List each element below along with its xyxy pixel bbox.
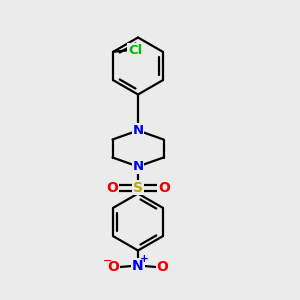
Text: +: + <box>140 254 149 264</box>
Text: N: N <box>132 124 144 137</box>
Text: Cl: Cl <box>128 44 142 57</box>
Text: N: N <box>132 259 144 272</box>
Text: N: N <box>132 160 144 173</box>
Text: S: S <box>133 181 143 194</box>
Text: O: O <box>107 260 119 274</box>
Text: O: O <box>106 181 118 194</box>
Text: −: − <box>103 255 113 266</box>
Text: O: O <box>157 260 169 274</box>
Text: O: O <box>158 181 170 194</box>
